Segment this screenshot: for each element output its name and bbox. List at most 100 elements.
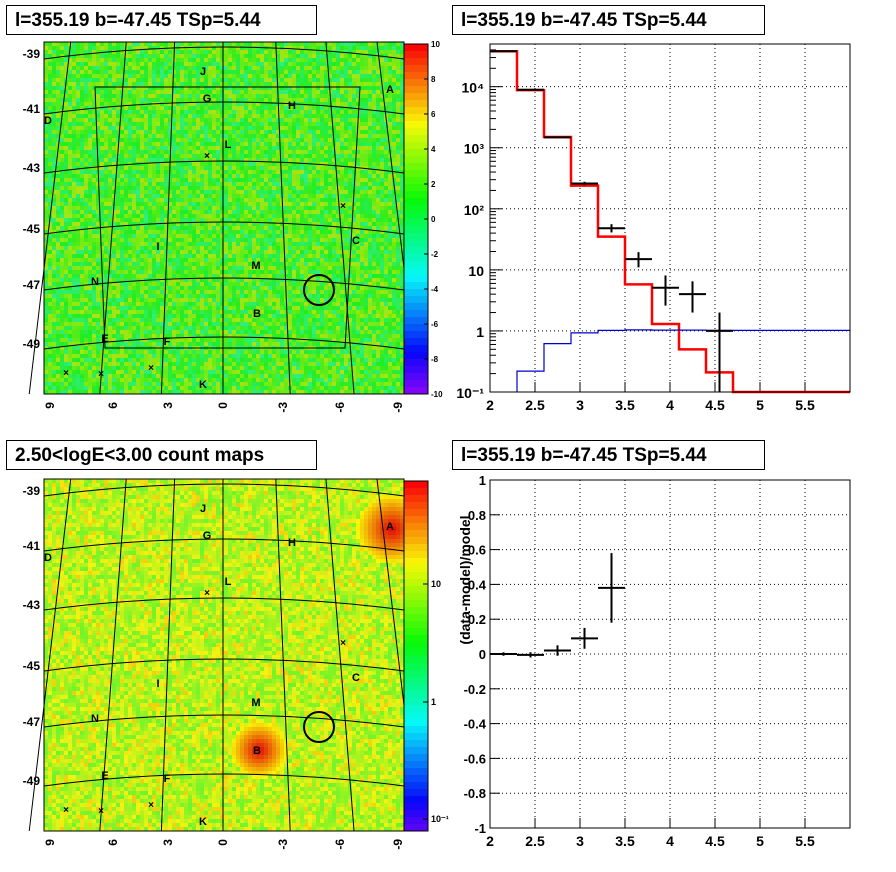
source-label-d: D [44, 115, 52, 127]
cross-marker: × [204, 151, 210, 162]
lon-tick-label: 0 [216, 839, 230, 846]
residual-map [29, 42, 419, 394]
cross-marker: × [340, 638, 346, 649]
source-label-n: N [91, 276, 99, 288]
source-label-e: E [101, 770, 108, 782]
source-label-a: A [386, 84, 394, 96]
lon-tick-label: -9 [391, 402, 405, 413]
colorbar-tick-label: 2 [431, 180, 436, 189]
x-tick-label: 4.5 [705, 397, 725, 413]
source-label-g: G [203, 530, 212, 542]
lon-tick-label: -9 [391, 839, 405, 850]
x-tick-label: 5.5 [795, 833, 815, 849]
x-tick-label: 3.5 [615, 397, 635, 413]
x-tick-label: 5 [756, 397, 764, 413]
lon-tick-label: 3 [161, 402, 175, 409]
cross-marker: × [340, 201, 346, 212]
y-tick-label: 10⁻¹ [456, 385, 484, 401]
lon-tick-label: 0 [216, 402, 230, 409]
top-right-panel-title: l=355.19 b=-47.45 TSp=5.44 [452, 5, 765, 35]
y-tick-label: -1 [474, 821, 486, 836]
x-tick-label: 2 [486, 397, 494, 413]
residual-chart [490, 480, 850, 828]
lat-tick-label: -47 [23, 278, 41, 292]
bottom-left-panel-title: 2.50<logE<3.00 count maps [6, 440, 317, 470]
source-label-b: B [253, 308, 261, 320]
source-label-k: K [199, 816, 207, 828]
colorbar-tick-label: 10⁻¹ [431, 814, 449, 824]
x-tick-label: 5 [756, 833, 764, 849]
cross-marker: × [148, 363, 154, 374]
source-label-i: I [156, 241, 159, 253]
lat-tick-label: -41 [23, 102, 41, 116]
y-tick-label: 1 [479, 473, 486, 488]
top-right-title-text: l=355.19 b=-47.45 TSp=5.44 [461, 10, 707, 31]
source-label-h: H [288, 537, 296, 549]
cross-marker: × [98, 806, 104, 817]
lon-tick-label: 9 [43, 839, 57, 846]
x-tick-label: 3.5 [615, 833, 635, 849]
colorbar-tick-label: -6 [431, 320, 439, 329]
x-tick-label: 4 [666, 397, 674, 413]
cross-marker: × [63, 368, 69, 379]
spectrum-chart [490, 44, 850, 392]
bottom-left-title-text: 2.50<logE<3.00 count maps [15, 445, 264, 466]
cross-marker: × [63, 805, 69, 816]
lon-tick-label: -3 [276, 402, 290, 413]
lon-tick-label: 3 [161, 839, 175, 846]
colorbar-tick-label: 0 [431, 215, 436, 224]
y-tick-label: -0.8 [464, 786, 486, 801]
lat-tick-label: -41 [23, 539, 41, 553]
source-label-k: K [199, 379, 207, 391]
x-tick-label: 2.5 [525, 833, 545, 849]
source-label-n: N [91, 713, 99, 725]
lon-tick-label: 9 [43, 402, 57, 409]
source-label-i: I [156, 678, 159, 690]
top-left-panel-title: l=355.19 b=-47.45 TSp=5.44 [6, 5, 317, 35]
colorbar-tick-label: 10 [431, 579, 441, 589]
source-label-f: F [164, 336, 171, 348]
x-tick-label: 3 [576, 397, 584, 413]
count-colorbar [404, 481, 428, 832]
lat-tick-label: -43 [23, 598, 41, 612]
lat-tick-label: -47 [23, 715, 41, 729]
lat-tick-label: -49 [23, 774, 41, 788]
colorbar-tick-label: -4 [431, 285, 439, 294]
x-tick-label: 2 [486, 833, 494, 849]
residual-colorbar [404, 44, 428, 395]
lat-tick-label: -43 [23, 161, 41, 175]
y-tick-label: 10² [464, 202, 485, 218]
top-left-title-text: l=355.19 b=-47.45 TSp=5.44 [15, 10, 261, 31]
source-label-e: E [101, 333, 108, 345]
source-label-f: F [164, 773, 171, 785]
cross-marker: × [204, 588, 210, 599]
source-label-g: G [203, 93, 212, 105]
source-label-j: J [200, 503, 206, 515]
bottom-right-title-text: l=355.19 b=-47.45 TSp=5.44 [461, 445, 707, 466]
lat-tick-label: -45 [23, 659, 41, 673]
x-tick-label: 5.5 [795, 397, 815, 413]
y-tick-label: 0 [479, 647, 486, 662]
colorbar-tick-label: 4 [431, 145, 436, 154]
source-label-c: C [352, 672, 360, 684]
lon-tick-label: 6 [106, 839, 120, 846]
lon-tick-label: -6 [333, 839, 347, 850]
y-tick-label: 10⁴ [462, 80, 485, 96]
colorbar-tick-label: 8 [431, 75, 436, 84]
source-label-a: A [386, 521, 394, 533]
lat-tick-label: -45 [23, 222, 41, 236]
source-label-m: M [251, 260, 260, 272]
x-tick-label: 2.5 [525, 397, 545, 413]
y-tick-label: -0.4 [464, 717, 487, 732]
lat-tick-label: -39 [23, 47, 41, 61]
figure-canvas: ××× ××ABCDE FGHIJKLMN-39-41-43-45-47-499 6 3… [0, 0, 896, 872]
colorbar-tick-label: 1 [431, 697, 436, 707]
cross-marker: × [98, 369, 104, 380]
colorbar-tick-label: -10 [431, 390, 443, 399]
y-tick-label: -0.2 [464, 682, 486, 697]
y-tick-label: -0.6 [464, 751, 486, 766]
colorbar-tick-label: 6 [431, 110, 436, 119]
source-label-j: J [200, 66, 206, 78]
colorbar-tick-label: -8 [431, 355, 439, 364]
y-tick-label: 10 [468, 263, 484, 279]
